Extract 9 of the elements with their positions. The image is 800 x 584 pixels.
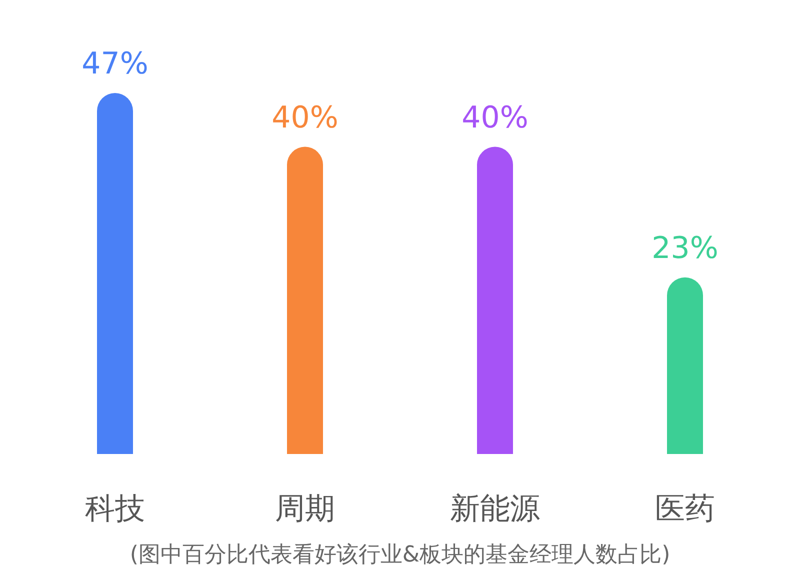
text: (图中百分比代表看好该行业&板块的基金经理人数占比): [130, 542, 670, 568]
data-label: 47%: [82, 46, 148, 82]
x-tick-label: 新能源: [450, 492, 540, 526]
data-label: 40%: [462, 100, 528, 136]
data-label: 23%: [652, 230, 718, 266]
x-tick-label: 周期: [275, 492, 335, 526]
data-label: 40%: [272, 100, 338, 136]
x-tick-label: 科技: [85, 492, 145, 526]
x-tick-label: 医药: [655, 492, 715, 526]
